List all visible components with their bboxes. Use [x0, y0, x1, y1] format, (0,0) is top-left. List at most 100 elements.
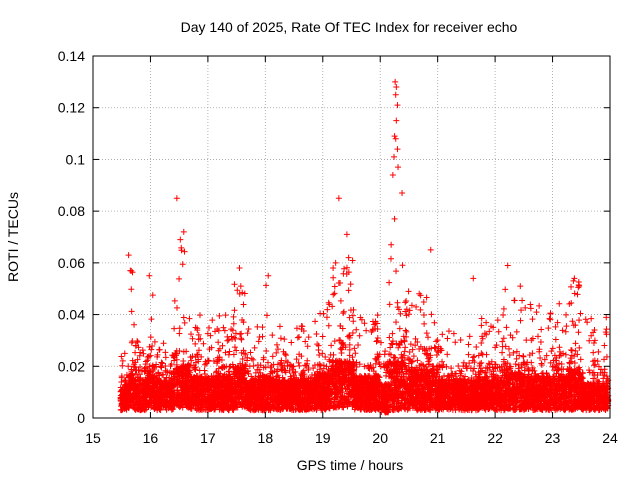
data-point: [150, 387, 157, 394]
data-point: [128, 366, 135, 373]
data-point: [215, 339, 222, 346]
data-point: [131, 364, 138, 371]
data-point: [216, 392, 223, 399]
data-point: [128, 396, 135, 403]
data-point: [181, 248, 188, 255]
data-point: [149, 292, 156, 299]
data-point: [227, 396, 234, 403]
data-point: [132, 400, 139, 407]
data-point: [188, 331, 195, 338]
data-point: [132, 398, 139, 405]
data-point: [189, 353, 196, 360]
data-point: [188, 357, 195, 364]
data-point: [182, 380, 189, 387]
data-point: [220, 363, 227, 370]
data-point: [118, 407, 125, 414]
data-point: [225, 368, 232, 375]
data-point: [126, 373, 133, 380]
data-point: [192, 340, 199, 347]
data-point: [135, 344, 142, 351]
data-point: [217, 370, 224, 377]
data-point: [145, 368, 152, 375]
data-point: [137, 363, 144, 370]
data-point: [210, 358, 217, 365]
data-point: [226, 348, 233, 355]
data-point: [156, 406, 163, 413]
data-point: [154, 393, 161, 400]
data-point: [184, 363, 191, 370]
data-point: [221, 364, 228, 371]
data-point: [160, 377, 167, 384]
data-point: [178, 244, 185, 251]
data-point: [194, 327, 201, 334]
data-point: [170, 352, 177, 359]
data-point: [194, 388, 201, 395]
data-point: [119, 357, 126, 364]
data-point: [206, 324, 213, 331]
data-point: [171, 325, 178, 332]
data-point: [160, 371, 167, 378]
data-point: [221, 327, 228, 334]
data-point: [156, 346, 163, 353]
data-point: [147, 334, 154, 341]
data-point: [176, 348, 183, 355]
data-point: [181, 397, 188, 404]
chart-title: Day 140 of 2025, Rate Of TEC Index for r…: [181, 19, 518, 35]
data-point: [153, 403, 160, 410]
data-point: [191, 375, 198, 382]
data-point: [174, 304, 181, 311]
data-point: [158, 359, 165, 366]
data-point: [140, 350, 147, 357]
data-point: [228, 326, 235, 333]
data-point: [151, 377, 158, 384]
data-point: [175, 395, 182, 402]
data-point: [174, 369, 181, 376]
data-point: [153, 397, 160, 404]
data-point: [195, 402, 202, 409]
data-point: [228, 333, 235, 340]
data-point: [187, 373, 194, 380]
data-point: [184, 389, 191, 396]
data-point: [118, 353, 125, 360]
data-point: [178, 372, 185, 379]
data-point: [198, 353, 205, 360]
data-point: [214, 358, 221, 365]
data-point: [176, 275, 183, 282]
data-point: [145, 379, 152, 386]
data-point: [219, 342, 226, 349]
data-points: [117, 78, 612, 416]
data-point: [180, 366, 187, 373]
data-point: [225, 336, 232, 343]
data-point: [160, 399, 167, 406]
data-point: [171, 297, 178, 304]
data-point: [156, 386, 163, 393]
data-point: [179, 370, 186, 377]
data-point: [194, 383, 201, 390]
data-point: [136, 352, 143, 359]
data-point: [215, 347, 222, 354]
data-point: [134, 339, 141, 346]
data-point: [148, 316, 155, 323]
data-point: [125, 363, 132, 370]
data-point: [151, 338, 158, 345]
data-point: [133, 371, 140, 378]
data-point: [222, 349, 229, 356]
data-point: [148, 346, 155, 353]
data-point: [196, 367, 203, 374]
data-point: [127, 384, 134, 391]
data-point: [200, 340, 207, 347]
data-point: [222, 312, 229, 319]
data-point: [139, 397, 146, 404]
data-point: [195, 336, 202, 343]
data-point: [219, 400, 226, 407]
data-point: [180, 348, 187, 355]
data-point: [128, 308, 135, 315]
data-point: [126, 390, 133, 397]
data-point: [157, 390, 164, 397]
data-point: [203, 377, 210, 384]
data-point: [192, 364, 199, 371]
data-point: [149, 343, 156, 350]
data-point: [176, 325, 183, 332]
data-point: [145, 353, 152, 360]
